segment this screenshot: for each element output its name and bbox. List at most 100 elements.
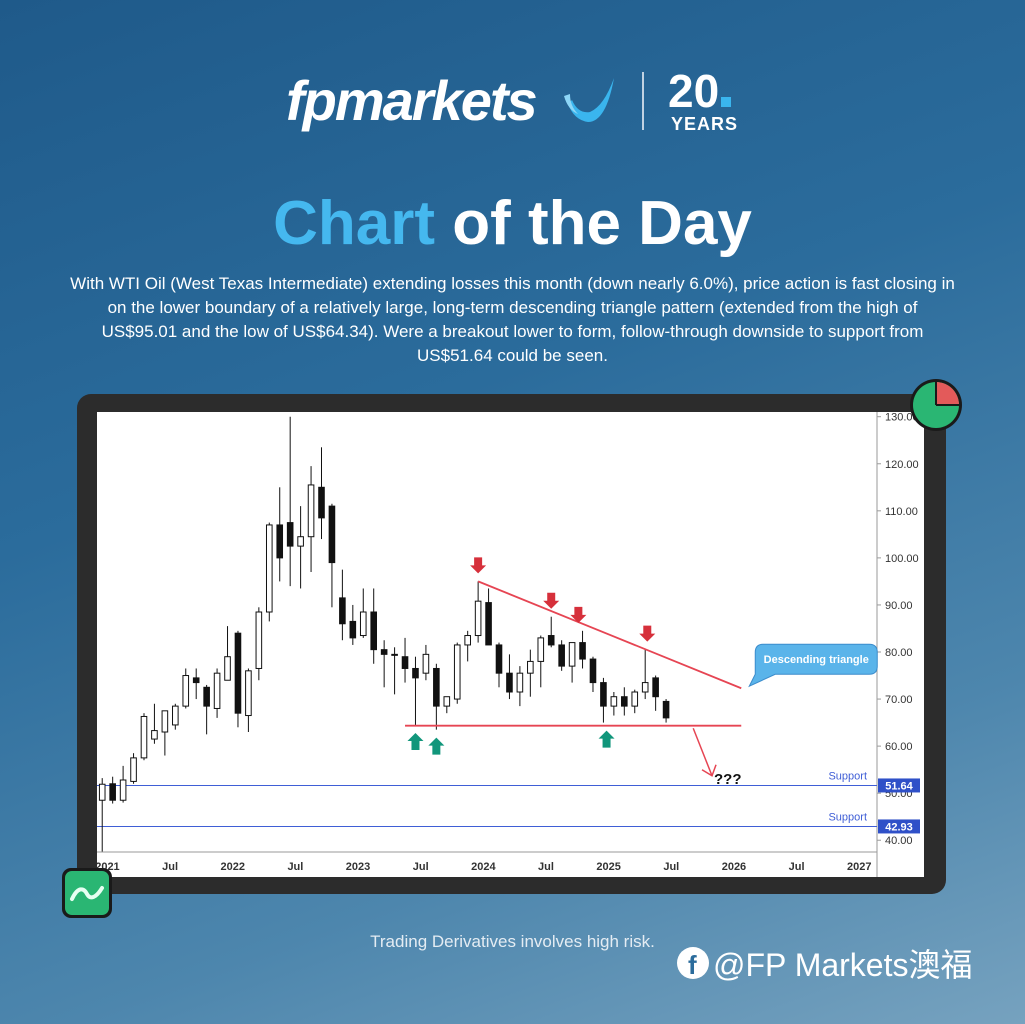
up-arrow-marker (407, 732, 424, 750)
chart-panel: 130.00 120.00 110.00 100.00 90.00 80.00 70.00 6… (95, 412, 924, 877)
page-title: Chart of the Day (0, 188, 1025, 259)
candle-bull (516, 672, 524, 693)
y-tick-label: 130.00 (885, 412, 919, 424)
candle-bull (527, 660, 534, 674)
x-tick-label: Jul (413, 861, 429, 873)
support-price-tag-label: 42.93 (885, 821, 913, 833)
x-tick-label: 2024 (471, 861, 496, 873)
candle-bull (453, 644, 461, 700)
y-tick-label: 100.00 (885, 553, 919, 565)
down-arrow-marker (543, 592, 560, 609)
y-tick-label: 80.00 (885, 647, 913, 659)
up-arrow-marker (598, 730, 615, 748)
candle-bull (537, 637, 545, 662)
candle-bear (652, 677, 659, 698)
chart-description: With WTI Oil (West Texas Intermediate) e… (70, 274, 955, 365)
candle-bear (318, 486, 325, 519)
x-tick-label: 2026 (722, 861, 746, 873)
x-tick-label: Jul (162, 861, 178, 873)
breakout-arrowhead (701, 764, 717, 777)
support-label: Support (828, 811, 867, 823)
candle-bull (224, 656, 231, 681)
x-tick-label: 2023 (346, 861, 370, 873)
candle-bear (349, 620, 357, 639)
down-arrow-marker (570, 606, 587, 623)
candle-bull (631, 691, 639, 707)
candle-bull (213, 672, 221, 709)
title-rest: of the Day (452, 189, 752, 258)
candle-bull (140, 715, 148, 759)
y-tick-label: 60.00 (885, 741, 913, 753)
candle-bull (422, 653, 430, 674)
candle-bear (401, 656, 409, 669)
candle-bear (495, 644, 503, 674)
x-tick-label: 2027 (847, 861, 871, 873)
brand-wordmark: fpmarkets (286, 69, 538, 132)
logo-divider (642, 72, 644, 130)
candle-bear (286, 522, 294, 547)
social-handle[interactable]: f @FP Markets澳福 (677, 943, 973, 983)
x-tick-label: Jul (287, 861, 303, 873)
candle-bull (172, 705, 179, 726)
candle-bull (161, 710, 169, 733)
candle-bear (506, 672, 513, 693)
candle-bear (412, 667, 419, 679)
facebook-icon: f (677, 947, 709, 980)
callout-label: Descending triangle (764, 654, 869, 666)
y-tick-label: 70.00 (885, 694, 913, 706)
candle-bear (589, 658, 597, 684)
pie-chart-icon (910, 379, 962, 431)
candle-bear (662, 700, 670, 719)
candle-bull (610, 696, 618, 707)
y-tick-label: 120.00 (885, 459, 919, 471)
candle-bear (600, 682, 607, 707)
candle-bear (558, 644, 565, 667)
candle-bull (443, 696, 451, 707)
breakout-projection-line (692, 727, 713, 777)
y-tick-label: 110.00 (885, 506, 918, 518)
candle-bear (579, 642, 586, 660)
candle-bull (265, 524, 273, 613)
candle-bear (621, 696, 628, 707)
candle-bear (380, 649, 388, 655)
x-tick-label: 2022 (221, 861, 245, 873)
title-accent: Chart (273, 189, 435, 258)
triangle-upper-boundary (477, 580, 742, 690)
x-tick-label: Jul (789, 861, 805, 873)
anniversary-unit: YEARS (671, 114, 739, 134)
breakout-label: ??? (714, 771, 742, 788)
social-handle-text: @FP Markets澳福 (713, 947, 973, 983)
down-arrow-marker (639, 625, 656, 642)
x-tick-label: 2025 (596, 861, 620, 873)
candle-bull (119, 779, 127, 801)
candle-bear (234, 632, 242, 714)
anniversary-number: 20 (668, 64, 732, 118)
anniversary-dot (721, 97, 732, 107)
candle-bull (130, 757, 137, 782)
candle-bull (297, 536, 304, 547)
candle-bear (547, 635, 555, 646)
candle-bear (339, 597, 346, 625)
candle-bear (433, 667, 440, 707)
candle-bear (109, 783, 116, 801)
candle-bear (328, 505, 336, 564)
candle-bull (464, 635, 471, 646)
x-tick-label: Jul (538, 861, 554, 873)
candle-bull (474, 600, 482, 637)
candle-bear (192, 677, 200, 684)
candle-bear (370, 611, 378, 651)
support-price-tag (878, 819, 920, 834)
support-price-tag-label: 51.64 (885, 780, 913, 792)
y-tick-label: 40.00 (885, 835, 913, 847)
candle-bear (276, 524, 284, 559)
price-chart: 130.00 120.00 110.00 100.00 90.00 80.00 70.00 6… (95, 412, 920, 877)
trend-chart-icon (62, 868, 112, 918)
brand-logo: fpmarkets 20 YEARS (0, 62, 1025, 142)
candle-bull (255, 611, 263, 669)
support-label: Support (828, 770, 867, 782)
support-price-tag (878, 778, 920, 793)
candle-bull (151, 730, 158, 740)
candle-bull (98, 783, 106, 801)
swoosh-icon (564, 78, 614, 122)
candle-bull (568, 642, 576, 667)
